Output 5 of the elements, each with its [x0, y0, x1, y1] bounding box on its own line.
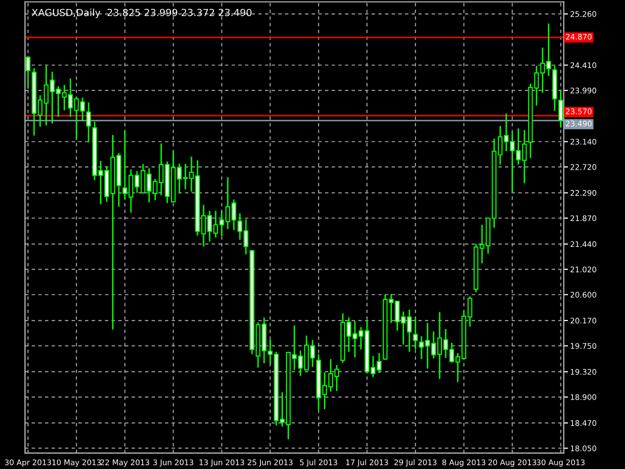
text: XAGUSD,Daily 23.825 23.999 23.372 23.490: [32, 8, 252, 18]
candlestick: [413, 316, 418, 350]
candlestick: [86, 102, 91, 143]
candlestick: [26, 55, 30, 90]
candlestick: [558, 89, 564, 128]
